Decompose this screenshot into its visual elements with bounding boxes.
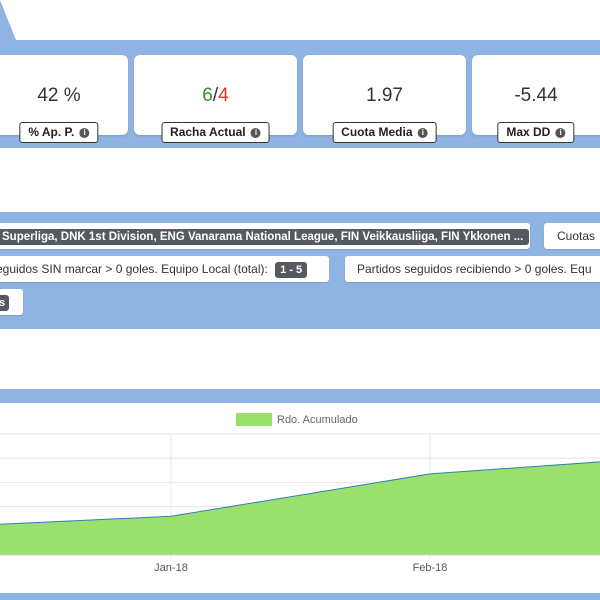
- cumulative-chart: Jan-18 Feb-18 Rdo. Acumulado: [0, 413, 600, 574]
- cuotas-filter[interactable]: Cuotas: [544, 223, 600, 249]
- stat-value-ap: 42 %: [37, 85, 81, 106]
- section-tab-corner: [0, 0, 16, 40]
- sin-marcar-label: eguidos SIN marcar > 0 goles. Equipo Loc…: [0, 262, 268, 276]
- stat-label-text: Max DD: [506, 125, 551, 139]
- info-icon[interactable]: i: [79, 128, 90, 138]
- chart-panel: Jan-18 Feb-18 Rdo. Acumulado: [0, 403, 600, 593]
- info-icon[interactable]: i: [555, 128, 566, 138]
- chart-panel-bottom: [0, 593, 600, 600]
- stat-label-ap[interactable]: % Ap. P. i: [19, 122, 99, 143]
- cuotas-label: Cuotas: [557, 229, 596, 243]
- stat-label-text: Cuota Media: [341, 125, 413, 139]
- stat-value-maxdd: -5.44: [514, 85, 558, 106]
- x-tick-label: Feb-18: [413, 562, 448, 574]
- x-tick-label: Jan-18: [154, 562, 188, 574]
- chart-panel-top: [0, 389, 600, 403]
- racha-wins: 6: [202, 85, 213, 106]
- stats-panel: 42 % % Ap. P. i 6/4 Racha Actual i 1.97 …: [0, 40, 600, 148]
- stat-card-maxdd: -5.44 Max DD i: [472, 55, 600, 143]
- sin-marcar-value: 1 - 5: [275, 262, 308, 278]
- series-area: [0, 461, 600, 555]
- leagues-pill: Superliga, DNK 1st Division, ENG Vanaram…: [0, 229, 530, 245]
- partial-pill: s: [0, 295, 10, 311]
- info-icon[interactable]: i: [250, 128, 261, 138]
- stat-value-cuota: 1.97: [366, 85, 403, 106]
- stat-label-maxdd[interactable]: Max DD i: [497, 122, 575, 143]
- info-icon[interactable]: i: [417, 128, 428, 138]
- sin-marcar-filter[interactable]: eguidos SIN marcar > 0 goles. Equipo Loc…: [0, 256, 329, 282]
- stat-card-cuota: 1.97 Cuota Media i: [303, 55, 466, 143]
- stat-value-racha: 6/4: [134, 85, 297, 107]
- stat-label-cuota[interactable]: Cuota Media i: [332, 122, 437, 143]
- racha-losses: 4: [218, 85, 229, 106]
- stat-label-racha[interactable]: Racha Actual i: [161, 122, 270, 143]
- filters-panel: Superliga, DNK 1st Division, ENG Vanaram…: [0, 212, 600, 329]
- legend-label: Rdo. Acumulado: [277, 414, 358, 426]
- recibiendo-filter[interactable]: Partidos seguidos recibiendo > 0 goles. …: [345, 256, 600, 282]
- leagues-filter[interactable]: Superliga, DNK 1st Division, ENG Vanaram…: [0, 223, 530, 249]
- stat-card-ap: 42 % % Ap. P. i: [0, 55, 128, 143]
- series-line: [0, 461, 600, 525]
- stat-label-text: Racha Actual: [170, 125, 246, 139]
- stat-label-text: % Ap. P.: [28, 125, 75, 139]
- legend-swatch: [236, 413, 272, 426]
- racha-separator: /: [212, 85, 219, 106]
- stat-card-racha: 6/4 Racha Actual i: [134, 55, 297, 143]
- recibiendo-label: Partidos seguidos recibiendo > 0 goles. …: [357, 262, 592, 276]
- partial-filter[interactable]: s: [0, 289, 23, 315]
